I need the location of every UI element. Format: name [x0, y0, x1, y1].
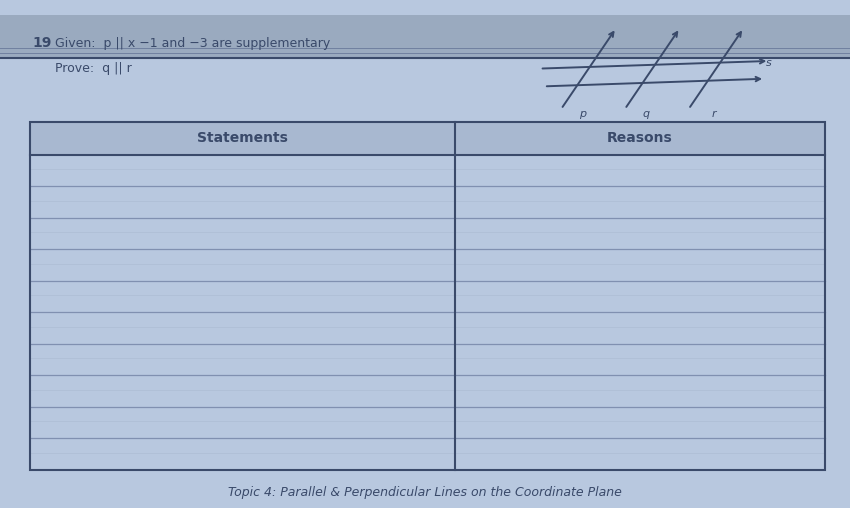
Text: Reasons: Reasons [607, 132, 672, 145]
Bar [30, 122, 824, 155]
Text: q: q [643, 109, 649, 119]
Text: p: p [579, 109, 586, 119]
Bar [30, 122, 824, 470]
Text: Topic 4: Parallel & Perpendicular Lines on the Coordinate Plane: Topic 4: Parallel & Perpendicular Lines … [228, 486, 622, 499]
Text: Statements: Statements [197, 132, 288, 145]
Text: 19: 19 [32, 36, 52, 50]
Text: Given:  p || x −1 and −3 are supplementary: Given: p || x −1 and −3 are supplementar… [55, 37, 331, 50]
Bar [30, 122, 824, 470]
Text: Prove:  q || r: Prove: q || r [55, 62, 132, 75]
Bar [0, 15, 850, 58]
Text: r: r [711, 109, 717, 119]
Text: s: s [767, 58, 772, 68]
